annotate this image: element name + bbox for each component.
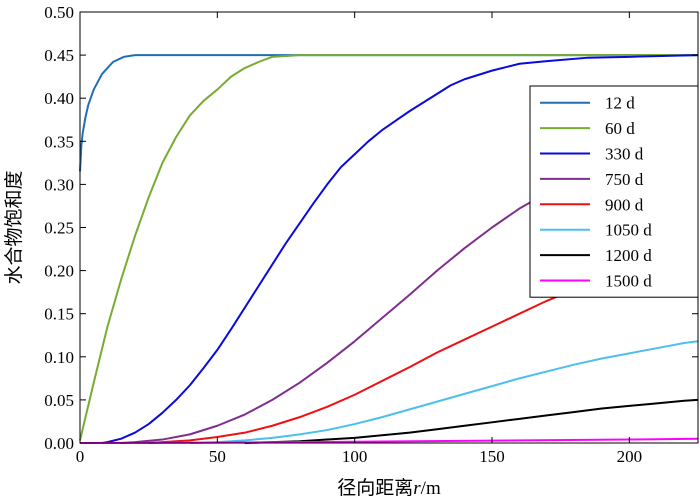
series-line-330-d: [101, 54, 699, 444]
y-tick-label: 0.50: [44, 3, 74, 22]
y-tick-label: 0.40: [44, 89, 74, 108]
series-line-1050-d: [189, 340, 699, 444]
y-tick-label: 0.05: [44, 391, 74, 410]
y-tick-label: 0.00: [44, 434, 74, 453]
legend-label: 1200 d: [605, 246, 652, 265]
y-tick-label: 0.25: [44, 219, 74, 238]
y-tick-label: 0.10: [44, 348, 74, 367]
x-tick-label: 100: [342, 447, 368, 466]
series-layer: [79, 54, 699, 444]
legend-label: 330 d: [605, 145, 644, 164]
legend-label: 60 d: [605, 119, 635, 138]
legend-label: 12 d: [605, 94, 635, 113]
x-tick-label: 200: [617, 447, 643, 466]
y-tick-label: 0.35: [44, 132, 74, 151]
y-tick-label: 0.15: [44, 305, 74, 324]
y-tick-label: 0.30: [44, 175, 74, 194]
series-line-12-d: [79, 54, 698, 172]
x-tick-label: 150: [479, 447, 505, 466]
y-tick-label: 0.45: [44, 46, 74, 65]
y-axis-title: 水合物饱和度: [3, 170, 25, 284]
x-axis-title-var: r: [413, 478, 421, 499]
legend: 12 d 60 d 330 d 750 d 900 d 1050 d 1200 d 1500 …: [529, 85, 699, 298]
x-axis-title-text: 径向距离: [337, 477, 413, 499]
legend-box: [529, 85, 699, 298]
x-tick-label: 50: [209, 447, 226, 466]
x-tick-label: 0: [76, 447, 85, 466]
legend-label: 1050 d: [605, 221, 652, 240]
series-line-60-d: [79, 54, 698, 441]
legend-label: 1500 d: [605, 272, 652, 291]
y-tick-label: 0.20: [44, 262, 74, 281]
x-axis-title-unit: /m: [421, 478, 441, 499]
legend-label: 900 d: [605, 195, 644, 214]
axes-layer: 0 50 100 150 200 0.00 0.05 0.10 0.15 0.20 0.25 0.30…: [44, 3, 699, 466]
series-line-1200-d: [244, 398, 699, 444]
x-axis-title: 径向距离r/m: [337, 477, 441, 499]
legend-label: 750 d: [605, 170, 644, 189]
